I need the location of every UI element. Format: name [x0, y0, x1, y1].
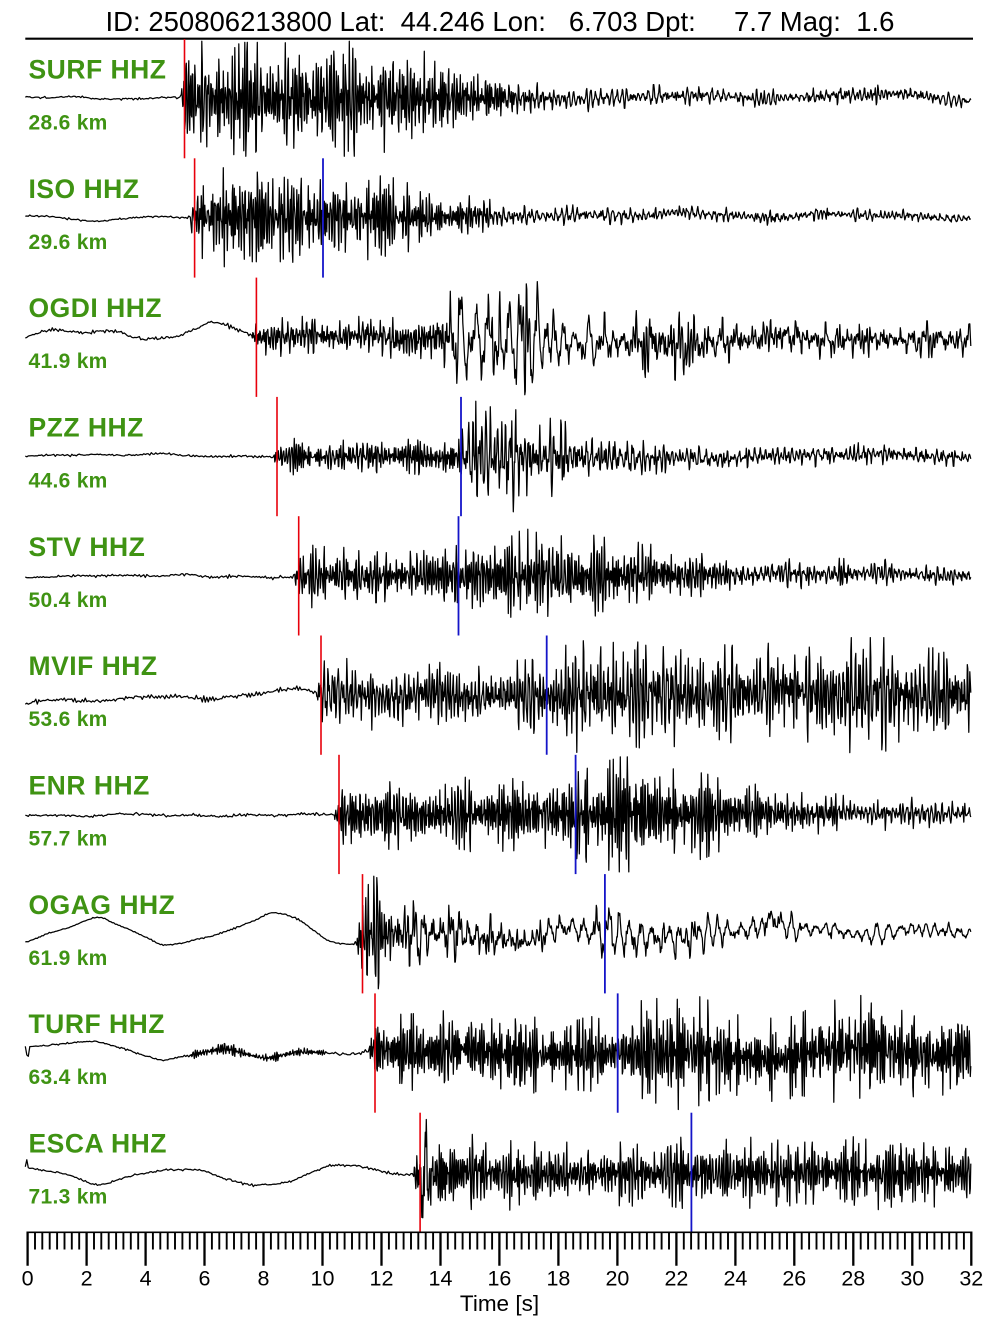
svg-text:0: 0: [22, 1267, 34, 1291]
svg-text:OGDI HHZ: OGDI HHZ: [29, 293, 163, 323]
svg-text:4: 4: [140, 1267, 152, 1291]
svg-text:PZZ HHZ: PZZ HHZ: [29, 413, 144, 443]
svg-text:8: 8: [258, 1267, 270, 1291]
svg-text:10: 10: [311, 1267, 335, 1291]
svg-text:SURF HHZ: SURF HHZ: [29, 55, 167, 85]
svg-text:STV HHZ: STV HHZ: [29, 532, 146, 562]
svg-text:6: 6: [199, 1267, 211, 1291]
svg-text:ENR HHZ: ENR HHZ: [29, 770, 150, 800]
svg-text:OGAG HHZ: OGAG HHZ: [29, 890, 176, 920]
svg-text:26: 26: [782, 1267, 806, 1291]
svg-text:ESCA HHZ: ESCA HHZ: [29, 1128, 167, 1158]
svg-text:20: 20: [605, 1267, 629, 1291]
svg-text:57.7 km: 57.7 km: [29, 827, 108, 850]
svg-text:TURF HHZ: TURF HHZ: [29, 1009, 165, 1039]
svg-text:61.9 km: 61.9 km: [29, 947, 108, 970]
svg-text:63.4 km: 63.4 km: [29, 1066, 108, 1089]
svg-text:2: 2: [81, 1267, 93, 1291]
svg-text:16: 16: [487, 1267, 511, 1291]
svg-text:24: 24: [723, 1267, 747, 1291]
svg-text:50.4 km: 50.4 km: [29, 589, 108, 612]
svg-text:32: 32: [959, 1267, 983, 1291]
svg-text:28.6 km: 28.6 km: [29, 112, 108, 135]
svg-text:22: 22: [664, 1267, 688, 1291]
svg-text:Time [s]: Time [s]: [460, 1291, 539, 1316]
svg-text:ID: 250806213800 Lat: 44.246: ID: 250806213800 Lat: 44.246 Lon: 6.703 …: [106, 6, 895, 37]
svg-text:28: 28: [841, 1267, 865, 1291]
svg-text:12: 12: [370, 1267, 394, 1291]
svg-text:ISO HHZ: ISO HHZ: [29, 174, 140, 204]
svg-text:30: 30: [900, 1267, 924, 1291]
svg-text:14: 14: [429, 1267, 453, 1291]
svg-text:18: 18: [546, 1267, 570, 1291]
svg-text:53.6 km: 53.6 km: [29, 708, 108, 731]
svg-text:71.3 km: 71.3 km: [29, 1185, 108, 1208]
svg-text:41.9 km: 41.9 km: [29, 350, 108, 373]
svg-text:44.6 km: 44.6 km: [29, 470, 108, 493]
svg-text:MVIF HHZ: MVIF HHZ: [29, 651, 158, 681]
svg-text:29.6 km: 29.6 km: [29, 231, 108, 254]
